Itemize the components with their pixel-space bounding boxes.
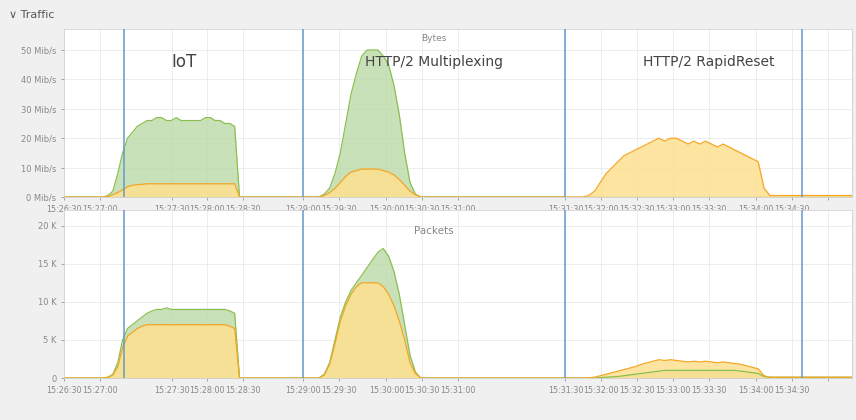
Text: Packets: Packets xyxy=(414,226,454,236)
Text: Bytes: Bytes xyxy=(421,34,447,43)
Legend: RX, TX: RX, TX xyxy=(68,223,154,239)
Text: HTTP/2 RapidReset: HTTP/2 RapidReset xyxy=(643,55,775,69)
Text: IoT: IoT xyxy=(171,53,196,71)
Text: HTTP/2 Multiplexing: HTTP/2 Multiplexing xyxy=(366,55,503,69)
Text: ∨ Traffic: ∨ Traffic xyxy=(9,10,54,21)
